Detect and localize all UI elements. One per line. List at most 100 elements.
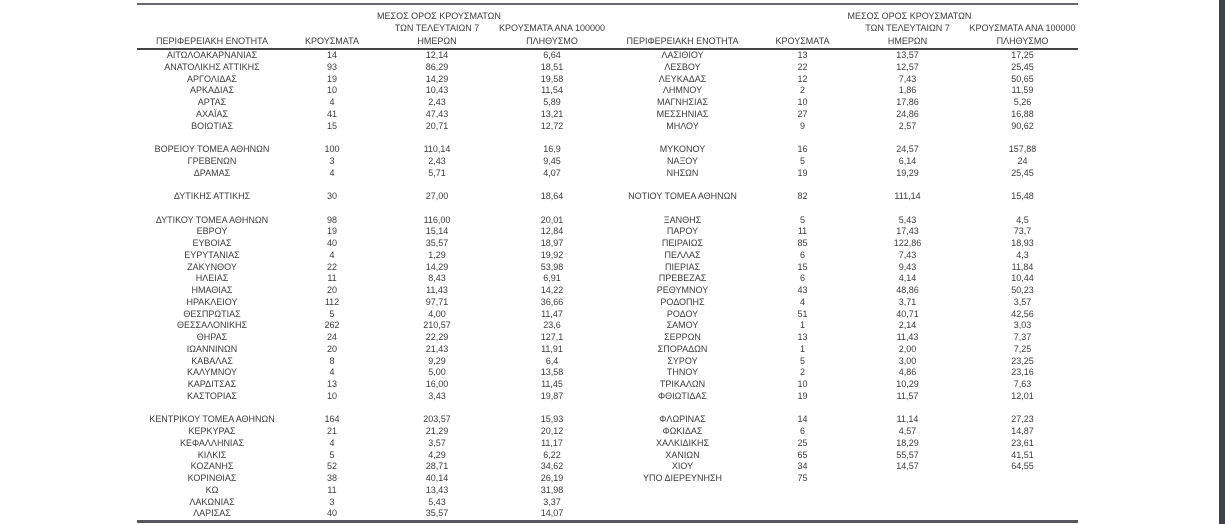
region-name-cell: ΒΟΙΩΤΙΑΣ [191,120,233,131]
avg7-cell: 27,00 [425,191,449,201]
region-name-cell [137,403,287,415]
row-right-half: ΝΗΣΩΝ 19 19,29 25,45 [608,168,1079,180]
table-row: ΗΡΑΚΛΕΙΟΥ 112 97,71 36,66 ΡΟΔΟΠΗΣ 4 3,71… [137,297,1078,309]
region-name-cell [608,485,758,497]
per100k-cell: 20,01 [540,214,564,225]
avg7-cell: 14,57 [896,461,919,472]
per100k-cell: 53,98 [540,261,564,272]
avg7-cell: 13,57 [896,50,919,60]
per100k-cell: 6,91 [543,273,561,284]
per100k-cell: 16,88 [1011,108,1034,119]
region-name-cell: ΚΩ [205,484,219,495]
row-right-half [608,508,1079,520]
row-right-half: ΠΕΛΛΑΣ 6 7,43 4,3 [608,250,1079,262]
row-right-half: ΜΕΣΣΗΝΙΑΣ 27 24,86 16,88 [608,109,1079,121]
region-name-cell [608,203,758,215]
region-name-cell: ΔΡΑΜΑΣ [193,167,231,178]
table-row: ΚΕΝΤΡΙΚΟΥ ΤΟΜΕΑ ΑΘΗΝΩΝ 164 203,57 15,93 … [137,414,1078,426]
table-row: ΚΙΛΚΙΣ 5 4,29 6,22 ΧΑΝΙΩΝ 65 55,57 41,51 [137,450,1078,462]
table-row: ΙΩΑΝΝΙΝΩΝ 20 21,43 11,91 ΣΠΟΡΑΔΩΝ 1 2,00… [137,344,1078,356]
cases-cell: 21 [326,426,337,436]
row-left-half: ΖΑΚΥΝΘΟΥ 22 14,29 53,98 [137,262,608,274]
cases-cell: 41 [326,108,337,119]
per100k-cell: 7,63 [1013,379,1032,389]
region-name-cell: ΙΩΑΝΝΙΝΩΝ [186,343,238,354]
cases-cell: 20 [326,343,337,354]
avg7-cell: 12,57 [896,61,919,72]
cases-cell: 3 [329,496,335,507]
avg7-cell: 16,00 [425,379,449,389]
per100k-cell: 4,3 [1016,249,1029,260]
region-name-cell: ΛΗΜΝΟΥ [662,85,703,96]
avg7-cell: 6,14 [898,155,917,166]
region-name-cell: ΛΑΣΙΘΙΟΥ [661,50,704,60]
row-right-half: ΦΘΙΩΤΙΔΑΣ 19 11,57 12,01 [608,391,1079,403]
region-name-cell: ΗΛΕΙΑΣ [195,273,229,284]
avg7-cell: 203,57 [423,414,451,425]
region-name-cell: ΠΕΛΛΑΣ [664,249,701,260]
avg7-cell: 22,29 [425,332,449,342]
per100k-cell: 17,25 [1011,50,1034,60]
row-right-half: ΦΛΩΡΙΝΑΣ 14 11,14 27,23 [608,414,1079,426]
cases-cell: 40 [326,238,337,248]
region-name-cell: ΕΥΡΥΤΑΝΙΑΣ [184,249,240,260]
avg7-cell: 11,14 [896,414,919,425]
table-row: ΚΕΦΑΛΛΗΝΙΑΣ 4 3,57 11,17 ΧΑΛΚΙΔΙΚΗΣ 25 1… [137,438,1078,450]
row-left-half: ΚΑΡΔΙΤΣΑΣ 13 16,00 11,45 [137,379,608,391]
avg7-cell: 11,57 [896,390,919,401]
row-right-half: ΧΙΟΥ 34 14,57 64,55 [608,461,1079,473]
per100k-cell: 24 [1017,155,1028,166]
per100k-cell: 11,84 [1011,261,1034,272]
row-left-half: ΚΙΛΚΙΣ 5 4,29 6,22 [137,450,608,462]
cases-cell [287,179,377,191]
cases-cell: 51 [797,308,808,319]
per100k-cell [968,508,1078,520]
table-row: ΕΥΡΥΤΑΝΙΑΣ 4 1,29 19,92 ΠΕΛΛΑΣ 6 7,43 4,… [137,250,1078,262]
avg7-cell: 18,29 [896,437,919,448]
region-name-cell: ΣΠΟΡΑΔΩΝ [657,343,708,354]
per100k-cell: 42,56 [1011,308,1034,319]
header-region: ΠΕΡΙΦΕΡΕΙΑΚΗ ΕΝΟΤΗΤΑ [137,5,287,48]
region-name-cell: ΜΑΓΝΗΣΙΑΣ [656,97,709,107]
region-name-cell: ΡΟΔΟΠΗΣ [660,296,705,307]
cases-cell: 4 [329,167,335,178]
cases-cell: 4 [329,367,335,378]
cases-cell [758,497,848,509]
per100k-cell [968,132,1078,144]
table-row [137,179,1078,191]
avg7-cell: 2,14 [898,320,917,331]
region-name-cell: ΠΡΕΒΕΖΑΣ [658,273,707,284]
avg7-cell: 5,00 [428,367,446,378]
table-row: ΛΑΚΩΝΙΑΣ 3 5,43 3,37 [137,497,1078,509]
per100k-cell: 18,51 [540,61,564,72]
avg7-cell: 5,43 [428,496,446,507]
cases-cell: 6 [799,426,805,436]
header-per100k: ΚΡΟΥΣΜΑΤΑ ΑΝΑ 100000 ΠΛΗΘΥΣΜΟ [968,5,1078,48]
cases-cell: 5 [799,214,805,225]
avg7-cell: 110,14 [423,144,451,154]
avg7-cell: 10,43 [425,85,449,96]
row-left-half: ΒΟΙΩΤΙΑΣ 15 20,71 12,72 [137,121,608,133]
region-name-cell: ΚΑΡΔΙΤΣΑΣ [187,379,237,389]
row-left-half [137,403,608,415]
row-left-half: ΕΥΒΟΙΑΣ 40 35,57 18,97 [137,238,608,250]
per100k-cell: 19,87 [540,390,564,401]
avg7-cell: 4,00 [428,308,446,319]
region-name-cell: ΛΑΚΩΝΙΑΣ [189,496,235,507]
row-right-half: ΛΗΜΝΟΥ 2 1,86 11,59 [608,85,1079,97]
row-right-half [608,179,1079,191]
per100k-cell: 3,03 [1013,320,1032,331]
header-avg7: ΜΕΣΟΣ ΟΡΟΣ ΚΡΟΥΣΜΑΤΩΝ ΤΩΝ ΤΕΛΕΥΤΑΙΩΝ 7 Η… [377,5,501,48]
per100k-cell: 5,26 [1013,97,1032,107]
per100k-cell: 10,44 [1011,273,1034,284]
per100k-cell [968,497,1078,509]
header-region-label: ΠΕΡΙΦΕΡΕΙΑΚΗ ΕΝΟΤΗΤΑ [155,35,269,46]
per100k-cell: 7,25 [1013,343,1032,354]
per100k-cell: 50,23 [1011,285,1034,295]
per100k-cell: 23,16 [1011,367,1034,378]
region-name-cell [608,132,758,144]
row-right-half [608,132,1079,144]
region-name-cell: ΚΕΝΤΡΙΚΟΥ ΤΟΜΕΑ ΑΘΗΝΩΝ [149,414,275,425]
header-per100k-line1: ΚΡΟΥΣΜΑΤΑ ΑΝΑ 100000 [499,23,605,34]
row-right-half: ΛΕΣΒΟΥ 22 12,57 25,45 [608,62,1079,74]
